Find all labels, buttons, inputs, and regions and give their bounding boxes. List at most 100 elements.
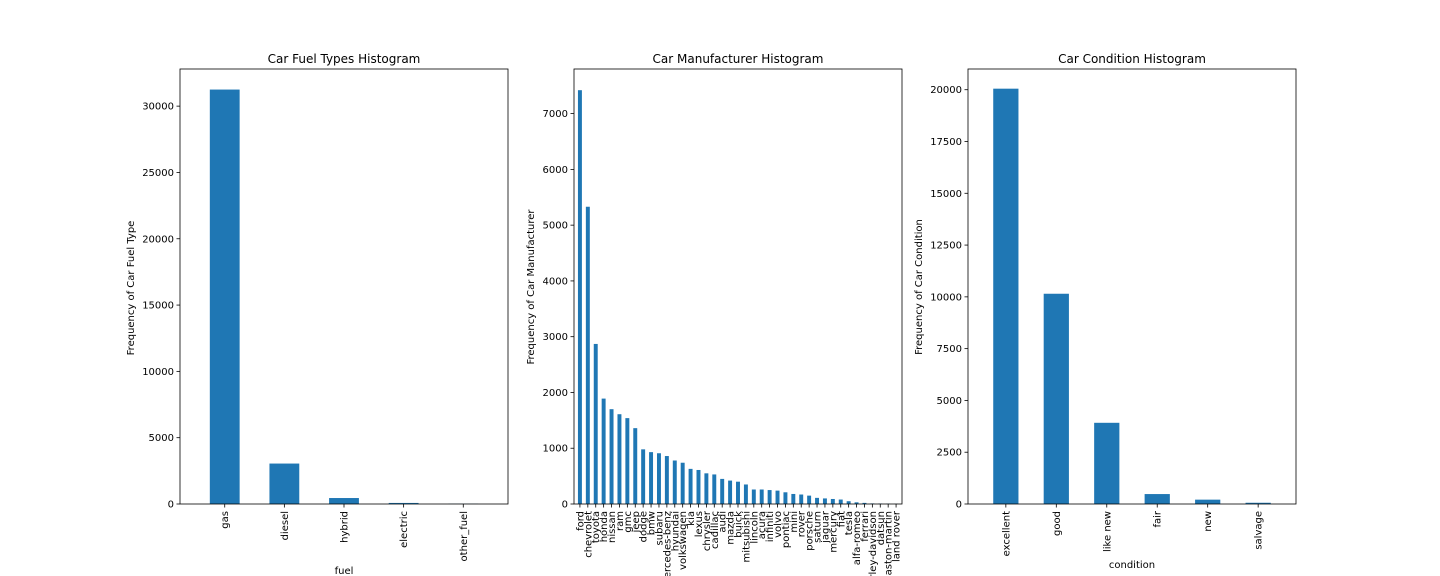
- bar: [672, 460, 677, 504]
- x-tick-label: mini: [789, 511, 800, 533]
- x-tick-label: datsun: [876, 511, 887, 545]
- x-tick-label: audi: [718, 511, 729, 533]
- x-tick-label: honda: [599, 511, 610, 542]
- bar: [633, 428, 638, 504]
- bar: [791, 493, 796, 504]
- bar: [815, 497, 820, 504]
- x-tick-label: other_fuel: [459, 511, 470, 561]
- x-tick-label: toyota: [591, 511, 602, 543]
- x-tick-label: subaru: [654, 511, 665, 545]
- manufacturer-chart: Car Manufacturer Histogram Frequency of …: [526, 52, 903, 576]
- y-tick-label: 5000: [937, 396, 962, 407]
- bar: [688, 468, 693, 504]
- y-tick-label: 10000: [930, 292, 962, 303]
- bar: [854, 502, 859, 504]
- x-tick-label: kia: [686, 511, 697, 526]
- x-tick-label: porsche: [805, 511, 816, 551]
- y-tick-label: 0: [562, 500, 568, 511]
- x-tick-label: jaguar: [820, 510, 831, 544]
- bar: [664, 456, 669, 504]
- bar: [759, 489, 764, 504]
- bar: [838, 499, 843, 504]
- bar: [1043, 293, 1069, 504]
- bar: [625, 418, 630, 504]
- bar: [609, 409, 614, 504]
- bar: [388, 502, 419, 504]
- fuel-type-chart: Car Fuel Types Histogram Frequency of Ca…: [126, 52, 509, 576]
- x-tick-label: tesla: [844, 511, 855, 535]
- bar: [593, 343, 598, 504]
- bar: [783, 492, 788, 504]
- x-tick-label: gas: [220, 511, 231, 529]
- x-tick-label: mitsubishi: [741, 511, 752, 562]
- y-tick-label: 4000: [543, 276, 568, 287]
- y-tick-label: 7000: [543, 109, 568, 120]
- x-tick-label: fiat: [836, 511, 847, 527]
- bar: [649, 452, 654, 504]
- x-tick-label: pontiac: [781, 511, 792, 548]
- x-tick-label: buick: [734, 511, 745, 538]
- x-tick-label: lincoln: [749, 511, 760, 544]
- x-tick-label: cadillac: [710, 511, 721, 549]
- x-tick-label: ford: [575, 511, 586, 531]
- bar: [1094, 422, 1120, 504]
- x-tick-label: chevrolet: [583, 511, 594, 558]
- bar: [329, 498, 359, 504]
- x-tick-label: lexus: [694, 511, 705, 537]
- x-tick-label: mercedes-benz: [662, 511, 673, 576]
- bar: [775, 490, 780, 504]
- bar: [830, 498, 835, 504]
- x-tick-label: volvo: [773, 511, 784, 538]
- bar: [751, 489, 756, 504]
- x-tick-label: hyundai: [670, 511, 681, 551]
- x-tick-label: mercury: [828, 511, 839, 553]
- bar: [807, 495, 812, 504]
- bar: [712, 474, 717, 504]
- bar: [696, 469, 701, 504]
- bar: [736, 481, 740, 504]
- x-tick-label: jeep: [631, 511, 642, 533]
- bar: [209, 89, 240, 504]
- x-tick-label: excellent: [1001, 511, 1012, 556]
- y-tick-label: 6000: [543, 165, 568, 176]
- x-tick-label: volkswagen: [678, 511, 689, 570]
- x-tick-label: saturn: [813, 511, 824, 543]
- y-tick-label: 5000: [149, 433, 174, 444]
- x-tick-label: acura: [757, 511, 768, 539]
- bar: [641, 449, 646, 504]
- y-tick-label: 5000: [543, 221, 568, 232]
- bar: [743, 484, 748, 504]
- y-tick-label: 10000: [142, 367, 174, 378]
- bar: [1144, 494, 1170, 504]
- y-axis-label: Frequency of Car Condition: [914, 219, 925, 355]
- y-tick-label: 2500: [937, 448, 962, 459]
- x-tick-label: new: [1203, 511, 1214, 532]
- x-tick-label: aston-martin: [884, 511, 895, 575]
- bar: [617, 414, 622, 504]
- x-tick-label: ram: [615, 511, 626, 531]
- y-tick-label: 20000: [930, 85, 962, 96]
- y-tick-label: 15000: [930, 189, 962, 200]
- y-tick-label: 12500: [930, 241, 962, 252]
- bar: [1245, 502, 1271, 504]
- x-tick-label: mazda: [726, 511, 737, 545]
- chart-title: Car Fuel Types Histogram: [268, 52, 421, 66]
- x-axis-label: fuel: [335, 566, 354, 576]
- y-axis-label: Frequency of Car Fuel Type: [126, 221, 137, 356]
- plot-frame: [573, 68, 903, 505]
- bar: [1195, 499, 1221, 504]
- y-tick-label: 3000: [543, 332, 568, 343]
- x-tick-label: fair: [1153, 510, 1164, 527]
- y-tick-label: 30000: [142, 102, 174, 113]
- condition-chart: Car Condition Histogram Frequency of Car…: [914, 52, 1297, 571]
- bar: [601, 398, 606, 504]
- bar: [720, 478, 725, 504]
- bar: [767, 490, 772, 504]
- x-tick-label: rover: [797, 510, 808, 537]
- y-tick-label: 17500: [930, 137, 962, 148]
- x-tick-label: gmc: [623, 511, 634, 533]
- bar: [656, 453, 661, 504]
- x-tick-label: electric: [399, 511, 410, 548]
- bar: [680, 462, 685, 504]
